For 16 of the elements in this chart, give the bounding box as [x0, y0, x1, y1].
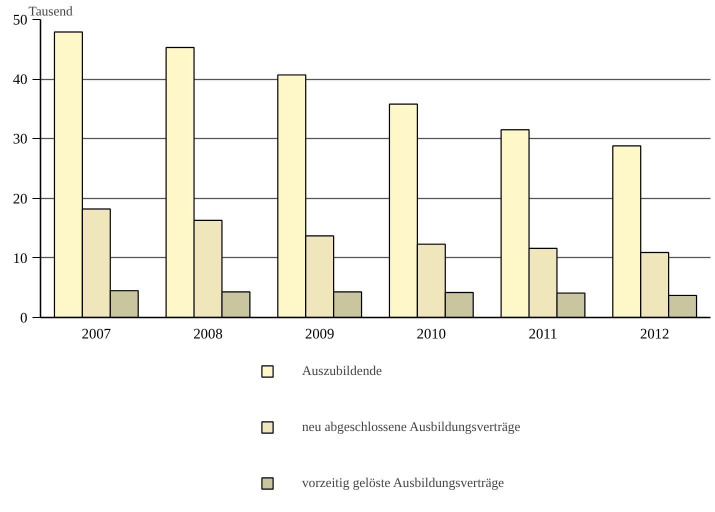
legend-label: Auszubildende [302, 363, 382, 379]
y-tick-label: 30 [12, 132, 28, 148]
y-tick-label: 20 [12, 191, 28, 208]
legend-label: vorzeitig gelöste Ausbildungsverträge [302, 475, 504, 491]
x-tick-label: 2011 [528, 326, 558, 342]
y-axis-title: Tausend [28, 4, 74, 18]
x-tick-label: 2010 [416, 326, 446, 342]
y-tick-label: 40 [12, 72, 28, 88]
y-tick-label: 50 [12, 12, 28, 28]
legend-label: neu abgeschlossene Ausbildungsverträge [302, 419, 520, 435]
y-tick-label: 10 [12, 250, 28, 267]
x-tick-label: 2008 [193, 326, 223, 342]
x-tick-label: 2012 [640, 326, 670, 342]
x-tick-label: 2009 [305, 326, 334, 342]
x-tick-label: 2007 [82, 326, 111, 342]
y-tick-label: 0 [20, 310, 28, 326]
